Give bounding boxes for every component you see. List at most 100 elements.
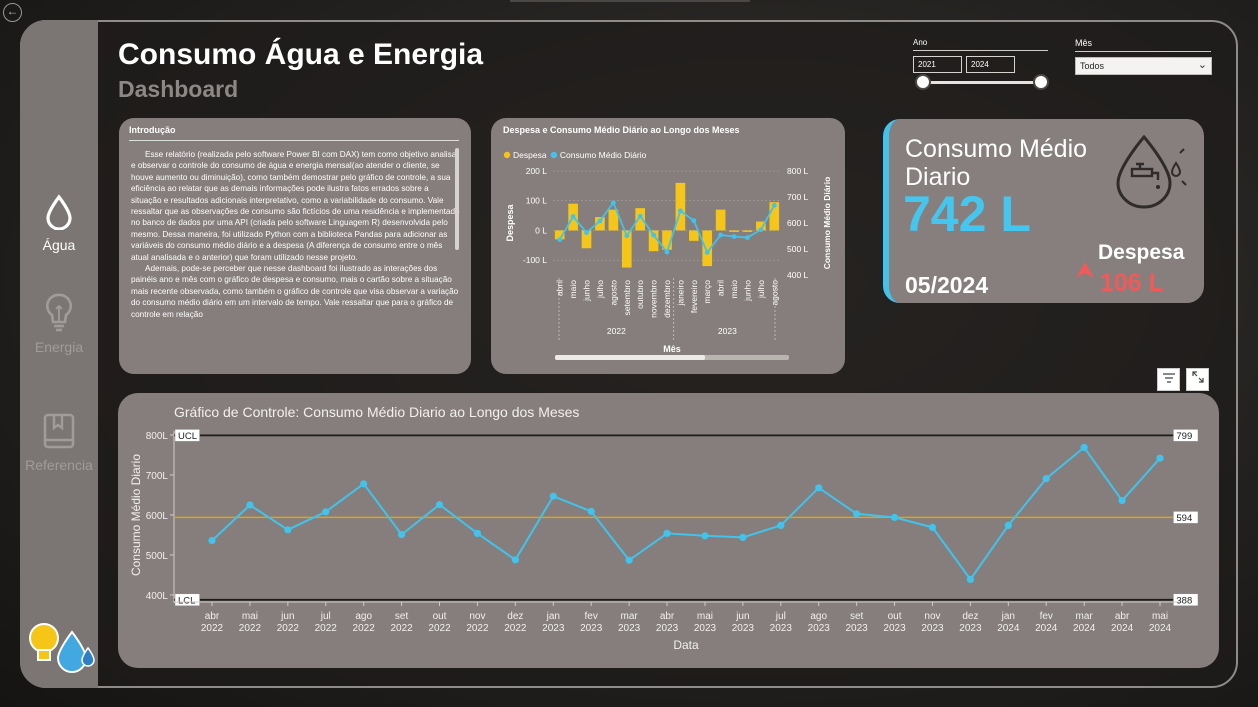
x-tick-label-year: 2023	[808, 623, 831, 634]
x-tick-label-month: out	[433, 611, 447, 622]
x-tick-label-year: 2023	[732, 623, 755, 634]
legend-marker	[503, 151, 511, 159]
kpi-title: Consumo Médio Diario	[905, 135, 1088, 191]
y-right-tick-label: 600 L	[787, 218, 809, 228]
x-tick-label-year: 2023	[883, 623, 906, 634]
kpi-card: Consumo Médio Diario 742 L 05/2024 Despe…	[883, 119, 1204, 303]
focus-mode-button[interactable]	[1186, 368, 1209, 391]
consumo-point	[322, 508, 330, 516]
filter-button[interactable]	[1157, 368, 1180, 391]
y-left-tick-label: 0 L	[535, 225, 547, 235]
y-left-tick-label: -100 L	[523, 255, 547, 265]
x-tick-label-year: 2024	[1073, 623, 1096, 634]
y-tick-label: 600L	[146, 511, 169, 522]
despesa-bar	[648, 230, 659, 252]
water-tap-drop-icon	[1116, 134, 1187, 209]
x-tick-label-month: dez	[962, 611, 978, 622]
x-tick-label: outubro	[635, 280, 645, 309]
x-tick-label-month: out	[888, 611, 902, 622]
despesa-bar	[729, 230, 739, 232]
x-tick-label: abril	[555, 280, 565, 296]
x-tick-label: fevereiro	[689, 280, 699, 313]
x-tick-label-year: 2022	[504, 623, 527, 634]
back-button[interactable]: ←	[3, 3, 22, 22]
mean-value-label: 594	[1176, 513, 1192, 524]
despesa-bar	[715, 209, 726, 231]
year-slider-track[interactable]	[923, 81, 1043, 84]
x-tick-label-year: 2023	[770, 623, 793, 634]
consumo-point	[739, 533, 747, 541]
expense-consumption-chart-card: Despesa e Consumo Médio Diário ao Longo …	[491, 118, 845, 374]
intro-scrollbar[interactable]	[455, 148, 459, 250]
consumo-point	[771, 202, 777, 208]
x-tick-label-year: 2024	[997, 623, 1020, 634]
x-tick-label-year: 2023	[542, 623, 565, 634]
consumo-point	[704, 249, 710, 255]
trend-up-arrow-icon	[1076, 262, 1094, 278]
control-chart-card: Gráfico de Controle: Consumo Médio Diari…	[118, 393, 1219, 668]
x-tick-label-year: 2023	[846, 623, 869, 634]
y-tick-label: 500L	[146, 551, 169, 562]
year-filter-label: Ano	[913, 38, 1048, 51]
consumo-point	[284, 526, 292, 534]
intro-title: Introdução	[129, 125, 459, 141]
lcl-label-box	[174, 593, 200, 607]
x-tick-label-month: ago	[355, 611, 372, 622]
x-tick-label-year: 2022	[466, 623, 489, 634]
y-right-tick-label: 700 L	[787, 192, 809, 202]
year-slider-start-handle[interactable]	[915, 74, 931, 90]
x-tick-label-month: mar	[621, 611, 639, 622]
nav-label-energia: Energia	[34, 339, 84, 355]
consumo-point	[624, 233, 630, 239]
x-tick-label-month: mar	[1076, 611, 1094, 622]
consumo-point	[587, 507, 595, 515]
consumo-line	[211, 445, 1161, 582]
x-tick-label-month: jun	[280, 611, 294, 622]
intro-paragraph-2: Ademais, pode-se perceber que nesse dash…	[131, 264, 459, 319]
intro-text[interactable]: Esse relatório (realizada pelo software …	[131, 149, 461, 365]
x-tick-label-month: jun	[735, 611, 749, 622]
consumo-point	[651, 232, 656, 238]
x-tick-label-year: 2022	[239, 623, 262, 634]
lcl-value-label-box	[1173, 593, 1199, 607]
lcl-value-label: 388	[1176, 595, 1192, 606]
month-select[interactable]: Todos ⌄	[1075, 57, 1212, 75]
book-icon	[43, 413, 75, 449]
consumo-point	[1042, 475, 1050, 483]
nav-item-referencia[interactable]: Referencia	[20, 412, 98, 473]
consumo-point	[928, 523, 937, 531]
consumo-point	[511, 556, 519, 564]
y-right-axis-title: Consumo Médio Diário	[822, 177, 832, 270]
nav-item-energia[interactable]: Energia	[20, 292, 98, 355]
year-end-input[interactable]: 2024	[966, 56, 1015, 73]
x-tick-label: julho	[595, 280, 605, 299]
x-tick-label-year: 2024	[1111, 623, 1134, 634]
combo-chart: Despesa Consumo Médio Diário 200 L 100 L 0 L…	[503, 150, 832, 360]
x-tick-label-month: fev	[1040, 611, 1053, 622]
x-tick-label-year: 2023	[959, 623, 982, 634]
x-tick-label-month: mai	[242, 611, 258, 622]
nav-item-agua[interactable]: Água	[20, 194, 98, 253]
combo-chart-title: Despesa e Consumo Médio Diário ao Longo …	[503, 125, 740, 135]
page-subtitle: Dashboard	[118, 76, 239, 102]
x-tick-label: abril	[716, 280, 726, 296]
x-tick-label: dezembro	[662, 280, 672, 318]
y-tick-label: 700L	[146, 471, 169, 482]
chevron-down-icon: ⌄	[1197, 59, 1207, 71]
x-tick-label-year: 2022	[315, 623, 338, 634]
x-tick-label-year: 2022	[390, 623, 413, 634]
chart-scrollbar-thumb	[555, 355, 705, 360]
x-tick-label-month: jul	[320, 611, 331, 622]
x-tick-label-month: jul	[775, 611, 786, 622]
year-start-input[interactable]: 2021	[913, 56, 962, 73]
consumo-point	[758, 227, 764, 233]
consumo-point	[777, 521, 785, 529]
mean-value-label-box	[1173, 511, 1199, 524]
consumo-point	[246, 501, 254, 509]
water-drop-icon	[46, 194, 72, 231]
x-tick-label: maio	[568, 280, 578, 299]
consumo-point	[745, 235, 750, 240]
x-tick-label: novembro	[649, 280, 659, 318]
x-tick-label-year: 2023	[694, 623, 717, 634]
year-slider-end-handle[interactable]	[1033, 74, 1049, 90]
